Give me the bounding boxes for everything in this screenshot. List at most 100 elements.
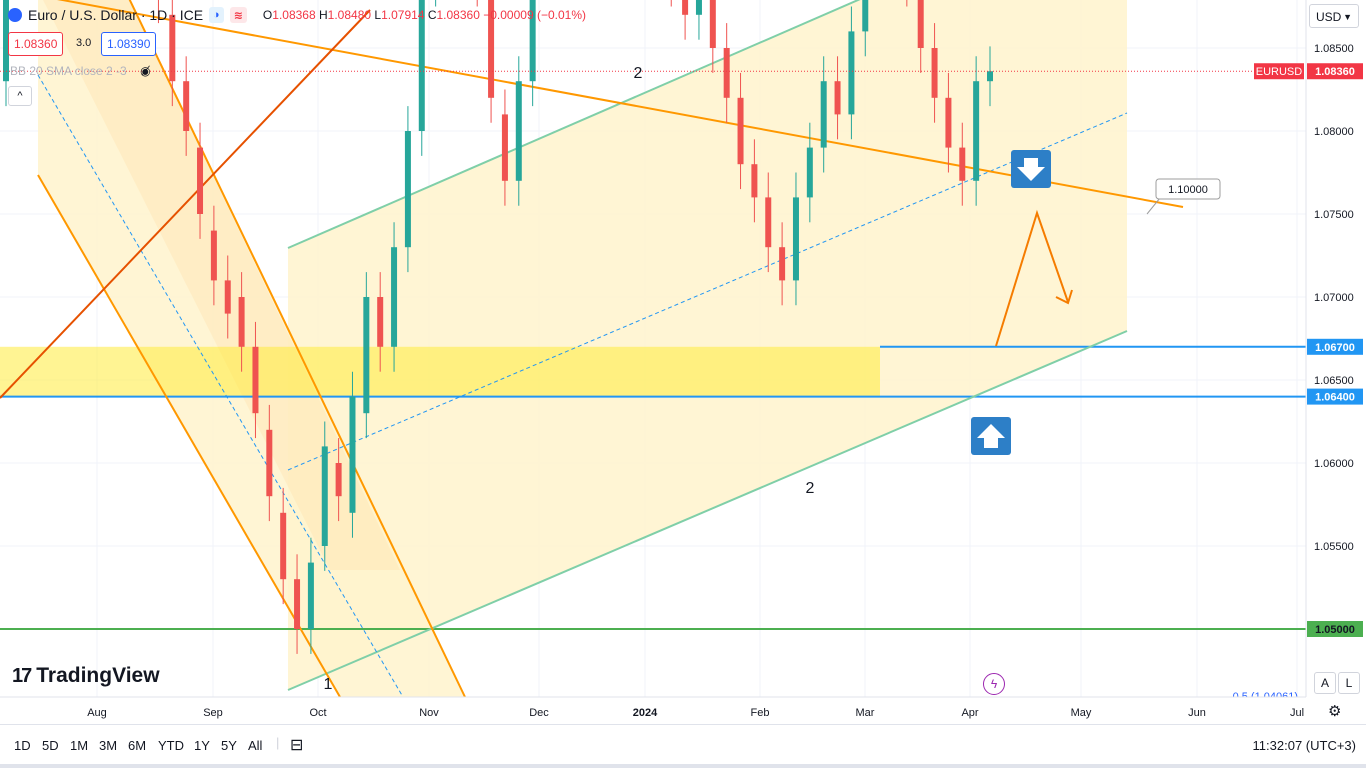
compare-icon[interactable]: ◑ [209,7,224,23]
candle-body [973,81,980,181]
desc-channel-lower [37,174,341,698]
candle-body [945,97,952,148]
time-tick-label: Feb [751,707,770,719]
candle-body [682,0,689,15]
wave-label: 1 [324,676,333,693]
sell-arrow-icon [1011,150,1051,188]
price-tick-label: 1.05500 [1314,541,1354,553]
wave-icon[interactable]: ≋ [229,7,247,23]
level-tag-label: 1.06400 [1315,392,1355,404]
price-tick-label: 1.08500 [1314,43,1354,55]
currency-label: USD [1316,10,1342,24]
level-tag-bg [1307,338,1363,355]
candle-body [515,81,522,181]
chevron-down-icon: ▼ [1343,12,1352,22]
level-tag-bg [1307,621,1363,637]
candle-body [294,579,301,629]
range-3m[interactable]: 3M [99,738,118,753]
time-tick-label: Oct [309,707,326,719]
candle-body [197,147,204,214]
candle-body [737,97,744,165]
price-tick-label: 1.07500 [1314,209,1354,221]
desc-channel-midline [37,74,404,698]
last-price-tag-label: 1.08360 [1315,66,1355,78]
candle-body [848,31,855,115]
candle-body [488,0,495,98]
calendar-range-icon[interactable]: ⊟ [290,737,304,754]
candle-body [779,247,786,281]
time-tick-label: 2024 [633,707,658,719]
range-ytd[interactable]: YTD [158,738,184,753]
symbol-title[interactable]: Euro / U.S. Dollar · 1D · ICE [28,7,204,23]
currency-select[interactable]: USD ▼ [1309,4,1359,28]
candle-body [751,164,758,198]
candle-body [501,114,508,181]
candle-body [959,147,966,181]
bottom-toolbar: 1D 5D 1M 3M 6M YTD 1Y 5Y All | ⊟ 11:32:0… [0,724,1366,765]
range-5y[interactable]: 5Y [221,738,237,753]
candle-body [529,0,536,82]
price-tick-label: 1.06000 [1314,458,1354,470]
channel-midline [287,112,1128,471]
buy-arrow-shape [977,424,1005,448]
price-tick-label: 1.07000 [1314,292,1354,304]
buy-arrow-icon [971,417,1011,455]
last-price-tag-bg [1307,63,1363,80]
candle-body [335,463,342,497]
tradingview-mark-icon: 17 [12,664,32,687]
range-all[interactable]: All [248,738,263,753]
time-tick-label: Jun [1188,707,1206,719]
range-6m[interactable]: 6M [128,738,147,753]
candle-body [349,396,356,513]
buy-price-button[interactable]: 1.08390 [101,32,157,56]
descending-channel-shade [43,0,400,570]
callout-label: 1.10000 [1168,184,1208,196]
ohlc-values: O1.08368 H1.08480 L1.07914 C1.08360 −0.0… [262,8,586,22]
candle-body [183,81,190,131]
indicator-label: BB 20 SMA close 2 -3 [10,64,127,78]
time-axis-bg [0,697,1306,724]
candle-body [834,81,841,115]
tradingview-logo[interactable]: 17 TradingView [12,664,160,688]
auto-scale-button[interactable]: A [1314,672,1336,694]
candle-body [210,230,217,281]
time-tick-label: Nov [419,707,439,719]
time-tick-label: Mar [856,707,875,719]
price-tick-label: 1.08000 [1314,126,1354,138]
candle-body [404,131,411,248]
chart-drawings [0,0,1306,698]
clock-timezone[interactable]: 11:32:07 (UTC+3) [1252,738,1356,753]
wave-label: 2 [634,65,643,82]
log-scale-button[interactable]: L [1338,672,1360,694]
level-tag-label: 1.06700 [1315,342,1355,354]
candle-body [709,0,716,48]
time-tick-label: Aug [87,707,107,719]
sell-price-button[interactable]: 1.08360 [8,32,64,56]
candle-body [252,346,259,414]
collapse-legend-button[interactable]: ^ [8,86,32,106]
lightning-icon[interactable]: ϟ [983,673,1005,695]
range-1d[interactable]: 1D [14,738,31,753]
candle-body [820,81,827,148]
time-tick-label: Jul [1290,707,1304,719]
eye-off-icon[interactable]: ◉̸ [140,64,151,78]
candle-body [377,297,384,347]
candle-body [280,512,287,580]
callout-pointer [1146,197,1161,215]
range-5d[interactable]: 5D [42,738,59,753]
candle-body [238,297,245,347]
symbol-tag-bg [1254,63,1304,80]
candle-body [987,71,993,82]
bottom-strip [0,764,1366,768]
candle-body [792,197,799,281]
forecast-arrowhead [1055,289,1073,305]
chevron-up-icon: ^ [17,90,23,102]
range-1m[interactable]: 1M [70,738,89,753]
level-tag-bg [1307,388,1363,405]
chart-header: Euro / U.S. Dollar · 1D · ICE ◑ ≋ O1.083… [8,7,586,23]
settings-gear-icon[interactable]: ⚙ [1328,703,1342,720]
candle-body [418,0,425,131]
range-1y[interactable]: 1Y [194,738,210,753]
candle-body [765,197,772,248]
